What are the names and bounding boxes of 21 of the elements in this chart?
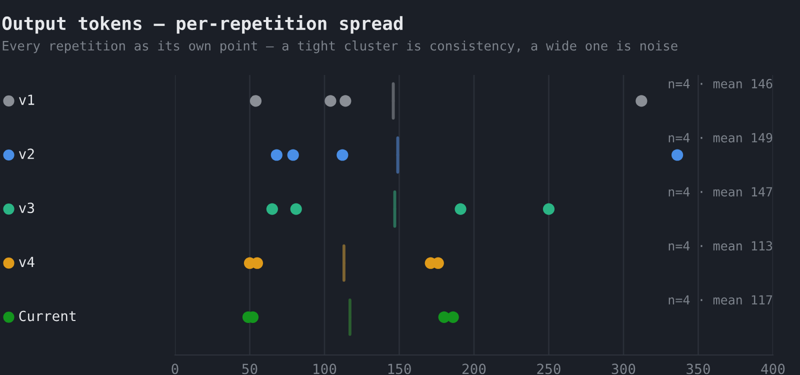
annotation: n=4 · mean 147 [668,187,772,196]
annotation: n=4 · mean 146 [668,78,772,88]
x-tick-label: 200 [462,364,486,374]
x-tick-label: 50 [242,364,258,374]
y-tick-label: v1 [19,94,34,105]
x-tick-label: 300 [612,364,636,374]
chart-title: Output tokens — per-repetition spread [2,15,402,34]
chart-subtitle: Every repetition as its own point — a tight cluster is consistency, a wide one is noise [2,40,678,54]
annotation: n=4 · mean 149 [668,132,772,142]
x-tick-label: 100 [314,364,336,374]
annotation: n=4 · mean 117 [668,295,772,305]
annotation: n=4 · mean 113 [668,241,772,251]
y-tick-label: v4 [19,256,34,267]
x-tick-label: 250 [537,364,560,374]
y-tick-label: v3 [19,202,34,214]
x-tick-label: 350 [686,364,710,374]
y-tick-label: Current [19,310,76,322]
x-tick-label: 0 [172,364,178,374]
x-tick-label: 150 [388,364,411,374]
x-tick-label: 400 [761,364,785,374]
y-tick-label: v2 [19,148,34,159]
